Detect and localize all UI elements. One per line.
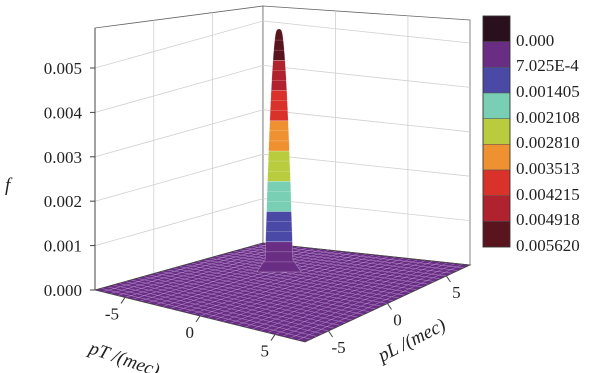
floor-grid-line — [202, 259, 412, 293]
wall-grid-line — [94, 198, 264, 246]
floor-grid-line — [178, 266, 388, 304]
back-wall-left — [94, 5, 264, 291]
colorbar-swatch — [482, 92, 511, 119]
y-tick-mark — [446, 275, 451, 283]
wall-grid-line — [94, 65, 264, 113]
colorbar-swatch — [482, 195, 511, 222]
y-tick-mark — [387, 303, 392, 310]
y-tick-label: 0 — [393, 311, 402, 330]
wall-grid-line — [94, 20, 264, 69]
x-axis-label: pT /(mec) — [84, 337, 162, 373]
floor-plane — [95, 243, 470, 342]
floor-grid-line — [222, 256, 389, 322]
y-tick-label: -5 — [331, 338, 345, 357]
wall-grid-line — [262, 65, 471, 88]
peak-band — [270, 60, 288, 91]
peak-band — [272, 29, 286, 61]
peak-tip — [276, 29, 282, 35]
y-tick-mark — [328, 330, 333, 338]
x-tick-label: -5 — [105, 304, 119, 323]
floor-grid-line — [274, 261, 441, 335]
peak-band — [266, 181, 292, 212]
floor-grid-line — [214, 256, 423, 288]
colorbar-swatch — [482, 144, 511, 171]
colorbar-label: 0.000 — [516, 30, 555, 50]
floor-grid-line — [184, 264, 394, 301]
colorbar-label: 0.004918 — [516, 210, 580, 230]
back-wall-right — [262, 5, 471, 266]
floor-border — [93, 242, 472, 343]
colorbar-swatch — [482, 221, 511, 248]
floor-grid-line — [237, 257, 404, 326]
peak-band — [265, 211, 293, 243]
peak-band — [269, 90, 289, 122]
y-axis-label: pL /(mec) — [373, 315, 449, 368]
axis-ticks: 0.000 0.001 0.002 0.003 0.004 0.005 -5 0 5 5 0 -5 — [44, 28, 461, 361]
floor-grid-line — [229, 256, 397, 324]
z-tick-label: 0.003 — [44, 148, 82, 167]
z-axis-label: f — [5, 175, 13, 196]
floor-grid-line — [226, 252, 435, 282]
colorbar-swatch — [482, 67, 511, 94]
x-tick-label: 5 — [261, 342, 270, 361]
wall-grid-line — [262, 20, 471, 44]
distribution-peak — [256, 29, 302, 273]
x-tick-mark — [195, 315, 201, 323]
colorbar-label: 0.001405 — [516, 82, 580, 101]
colorbar-swatch — [482, 118, 511, 145]
x-tick-mark — [270, 334, 276, 341]
floor-grid-line — [282, 262, 448, 337]
x-tick-label: 0 — [186, 323, 195, 342]
x-tick-mark — [120, 297, 126, 304]
floor-grid-line — [207, 254, 374, 319]
floor-grid-line — [289, 263, 456, 339]
z-tick-label: 0.001 — [44, 237, 82, 256]
peak-band — [268, 120, 290, 152]
y-axis-label-text: pL /(mec) — [373, 315, 449, 368]
floor-grid-line — [252, 259, 419, 330]
colorbar-swatch — [482, 169, 511, 196]
floor-grid-line — [220, 254, 429, 285]
wall-grid-line — [94, 153, 264, 202]
z-tick-label: 0.004 — [44, 103, 83, 122]
z-tick-label: 0.005 — [44, 59, 82, 78]
floor-grid-line — [208, 257, 418, 290]
floor-grid-line — [196, 261, 406, 296]
floor-grid-line — [214, 255, 382, 320]
floor-grid-line — [297, 263, 463, 341]
colorbar — [482, 15, 511, 248]
y-tick-label: 5 — [452, 283, 461, 302]
x-axis-label-text: pT /(mec) — [84, 337, 162, 373]
floor-grid-line — [190, 262, 400, 299]
wall-grid — [94, 10, 471, 274]
peak-band — [267, 150, 291, 182]
colorbar-swatch — [482, 15, 511, 42]
colorbar-label: 0.002810 — [516, 133, 580, 153]
colorbar-label: 0.003513 — [516, 159, 580, 178]
z-tick-label: 0.000 — [44, 281, 82, 300]
colorbar-label: 0.002108 — [516, 107, 580, 127]
wall-grid-line — [262, 153, 471, 177]
z-tick-label: 0.002 — [44, 192, 82, 211]
floor-grid-line — [259, 260, 426, 332]
wall-grid-line — [262, 198, 471, 221]
wall-grid-line — [262, 109, 471, 133]
floor-grid-line — [244, 258, 411, 328]
colorbar-swatch — [482, 41, 511, 68]
colorbar-frame — [482, 15, 511, 248]
floor-grid-line — [267, 260, 434, 333]
colorbar-label: 0.005620 — [516, 236, 580, 255]
colorbar-label: 7.025E-4 — [516, 56, 579, 76]
colorbar-label: 0.004215 — [516, 184, 580, 204]
wall-grid-line — [94, 109, 264, 158]
